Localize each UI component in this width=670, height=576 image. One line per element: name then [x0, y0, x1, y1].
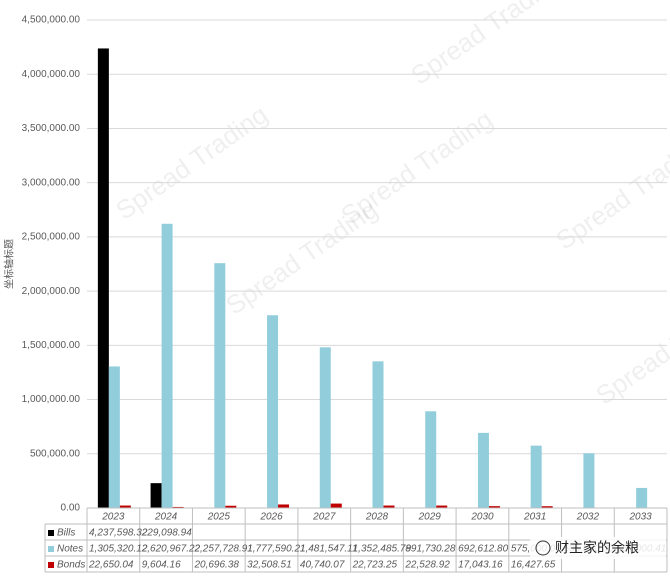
- x-tick-label: 2023: [101, 512, 125, 523]
- bar: [225, 505, 237, 508]
- bar: [425, 411, 437, 508]
- bar: [172, 506, 184, 508]
- bar: [372, 361, 384, 508]
- table-value: 17,043.16: [458, 560, 503, 571]
- legend-swatch: [48, 562, 54, 568]
- table-value: 32,508.51: [247, 560, 292, 571]
- overlay-text: 财主家的余粮: [555, 540, 639, 556]
- x-tick-label: 2030: [470, 512, 494, 523]
- overlay-logo: 财主家的余粮: [530, 537, 666, 559]
- legend-swatch: [48, 546, 54, 552]
- bar: [541, 506, 553, 508]
- table-value: 2,620,967.22: [141, 544, 201, 555]
- y-tick-label: 0.00: [61, 503, 81, 514]
- bar: [636, 487, 648, 508]
- table-value: 22,528.92: [404, 560, 450, 571]
- x-tick-label: 2032: [576, 512, 600, 523]
- bar: [278, 504, 290, 508]
- overlay-icon: [535, 540, 551, 556]
- table-value: 16,427.65: [511, 560, 556, 571]
- legend-label: Notes: [57, 544, 83, 555]
- y-tick-label: 4,000,000.00: [22, 69, 81, 80]
- y-tick-label: 500,000.00: [30, 448, 80, 459]
- bar: [436, 505, 448, 508]
- x-tick-label: 2029: [418, 512, 442, 523]
- table-value: 1,777,590.21: [247, 544, 305, 555]
- bar: [583, 453, 595, 508]
- bar: [477, 432, 489, 508]
- watermark: Spread Trading: [405, 0, 568, 91]
- table-value: 40,740.07: [300, 560, 345, 571]
- table-value: 4,237,598.32: [89, 528, 148, 539]
- bar: [108, 366, 120, 508]
- bar: [119, 505, 131, 508]
- table-value: 1,481,547.11: [300, 544, 358, 555]
- y-tick-label: 4,500,000.00: [22, 15, 81, 26]
- table-value: 22,650.04: [88, 560, 134, 571]
- x-tick-label: 2031: [523, 512, 546, 523]
- table-value: 1,305,320.12: [89, 544, 148, 555]
- table-value: 20,696.38: [193, 560, 239, 571]
- bar: [267, 315, 279, 508]
- watermark: Spread Trading: [220, 194, 383, 321]
- legend-label: Bonds: [57, 560, 85, 571]
- y-tick-label: 3,500,000.00: [22, 123, 81, 134]
- table-value: 229,098.94: [141, 528, 192, 539]
- bar: [150, 483, 162, 508]
- x-tick-label: 2026: [259, 512, 283, 523]
- bar: [330, 503, 342, 508]
- bar: [319, 347, 331, 508]
- y-tick-label: 3,000,000.00: [22, 177, 81, 188]
- table-value: 891,730.28: [405, 544, 455, 555]
- bar: [530, 445, 542, 508]
- bar: [214, 263, 226, 508]
- bar: [488, 506, 500, 508]
- watermark: Spread Trading: [590, 284, 670, 411]
- overlay-bg: [530, 537, 666, 559]
- bar: [161, 223, 173, 508]
- table-value: 692,612.80: [458, 544, 508, 555]
- table-value: 22,723.25: [352, 560, 398, 571]
- y-tick-label: 1,500,000.00: [22, 340, 81, 351]
- watermark: Spread Trading: [110, 99, 273, 226]
- y-tick-label: 1,000,000.00: [22, 394, 81, 405]
- table-value: 9,604.16: [142, 560, 181, 571]
- x-tick-label: 2024: [154, 512, 178, 523]
- y-tick-label: 2,000,000.00: [22, 286, 81, 297]
- table-value: 2,257,728.91: [193, 544, 252, 555]
- x-tick-label: 2025: [207, 512, 231, 523]
- bar: [97, 48, 109, 509]
- legend-label: Bills: [57, 528, 75, 539]
- legend-swatch: [48, 530, 54, 536]
- y-tick-label: 2,500,000.00: [22, 232, 81, 243]
- table-value: 1,352,485.79: [353, 544, 412, 555]
- x-tick-label: 2027: [312, 512, 336, 523]
- bar: [383, 505, 395, 508]
- y-axis-title: 坐标轴标题: [3, 239, 16, 289]
- x-tick-label: 2033: [629, 512, 653, 523]
- x-tick-label: 2028: [365, 512, 389, 523]
